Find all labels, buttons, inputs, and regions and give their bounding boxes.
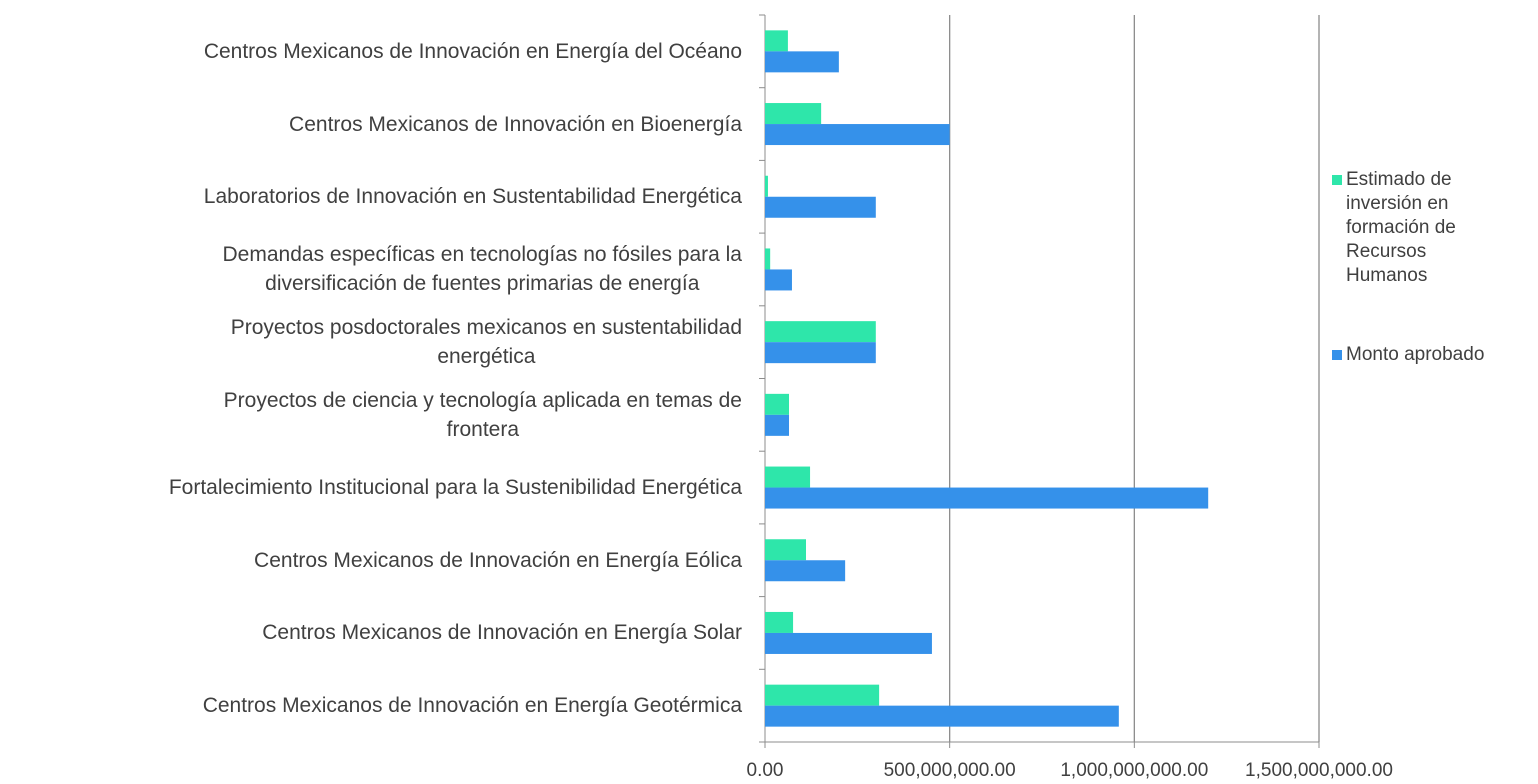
bar <box>765 103 822 125</box>
category-label: Laboratorios de Innovación en Sustentabi… <box>204 160 742 233</box>
category-label: Centros Mexicanos de Innovación en Bioen… <box>289 88 742 161</box>
legend-label: Monto aprobado <box>1346 344 1485 365</box>
category-label: Fortalecimiento Institucional para la Su… <box>169 451 742 524</box>
category-label: Centros Mexicanos de Innovación en Energ… <box>262 597 742 670</box>
category-text: Centros Mexicanos de Innovación en Energ… <box>254 548 742 572</box>
bar <box>765 487 1209 509</box>
bar <box>765 684 880 706</box>
x-tick-label: 0.00 <box>746 760 784 781</box>
category-text: Centros Mexicanos de Innovación en Bioen… <box>289 112 742 136</box>
bar <box>765 466 811 488</box>
category-text: Laboratorios de Innovación en Sustentabi… <box>203 185 742 209</box>
bar <box>765 196 876 218</box>
category-text: Demandas específicas en tecnologías no f… <box>222 243 742 296</box>
category-text: Centros Mexicanos de Innovación en Energ… <box>202 694 742 718</box>
category-label: Centros Mexicanos de Innovación en Energ… <box>204 15 742 88</box>
legend-item: Estimado de inversión en formación de Re… <box>1332 168 1472 288</box>
category-text: Proyectos de ciencia y tecnología aplica… <box>223 388 742 441</box>
bar <box>765 51 839 73</box>
category-label: Demandas específicas en tecnologías no f… <box>223 233 742 306</box>
category-label: Centros Mexicanos de Innovación en Energ… <box>203 669 742 742</box>
bar <box>765 611 794 633</box>
bar <box>765 30 788 52</box>
x-tick-label: 1,000,000,000.00 <box>1060 760 1209 781</box>
bar <box>765 175 768 197</box>
legend-swatch <box>1332 350 1342 360</box>
category-text: Centros Mexicanos de Innovación en Energ… <box>203 39 742 63</box>
x-tick-label: 1,500,000,000.00 <box>1245 760 1393 781</box>
legend-label: Estimado de inversión en formación de Re… <box>1346 169 1456 286</box>
bar <box>765 248 771 270</box>
bar <box>765 321 876 343</box>
legend-item: Monto aprobado <box>1332 343 1538 367</box>
category-text: Proyectos posdoctorales mexicanos en sus… <box>230 316 742 369</box>
bar <box>765 632 932 654</box>
bar <box>765 269 792 291</box>
bar <box>765 124 950 146</box>
category-text: Fortalecimiento Institucional para la Su… <box>168 476 742 500</box>
bar <box>765 393 790 415</box>
category-label: Proyectos posdoctorales mexicanos en sus… <box>231 306 742 379</box>
legend-swatch <box>1332 175 1342 185</box>
bar <box>765 560 846 582</box>
bar <box>765 705 1119 727</box>
category-label: Centros Mexicanos de Innovación en Energ… <box>254 524 742 597</box>
bar <box>765 342 876 364</box>
bar <box>765 414 790 436</box>
bar <box>765 539 806 561</box>
x-tick-label: 500,000,000.00 <box>883 760 1016 781</box>
category-text: Centros Mexicanos de Innovación en Energ… <box>262 621 742 645</box>
category-label: Proyectos de ciencia y tecnología aplica… <box>224 379 742 452</box>
